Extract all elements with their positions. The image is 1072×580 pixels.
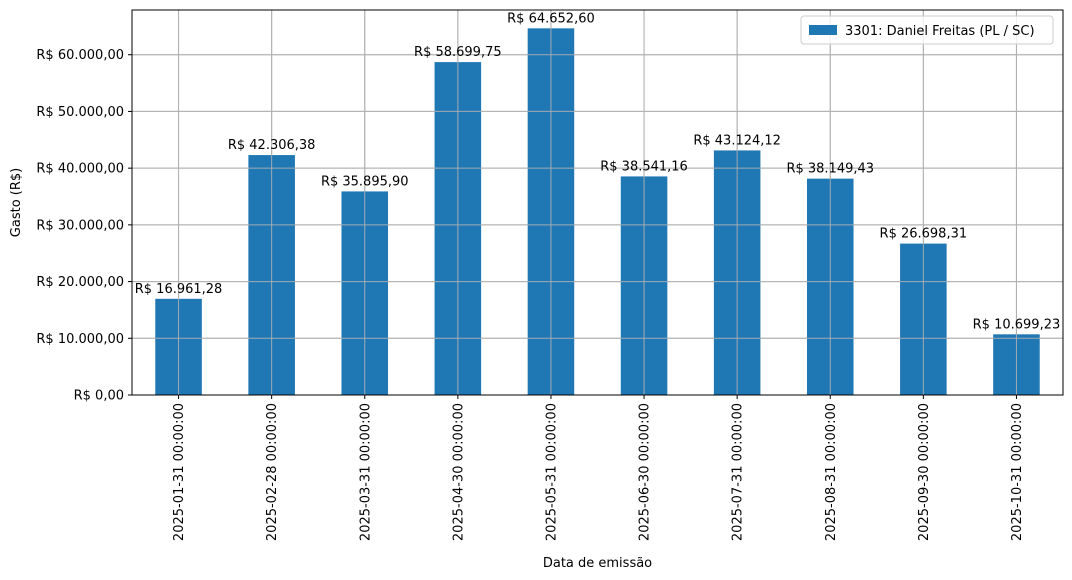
x-tick-label: 2025-07-31 00:00:00 <box>731 403 746 541</box>
x-tick-label: 2025-05-31 00:00:00 <box>544 403 559 541</box>
y-axis-label: Gasto (R$) <box>9 168 24 237</box>
x-tick-label: 2025-01-31 00:00:00 <box>172 403 187 541</box>
x-tick-label: 2025-04-30 00:00:00 <box>451 403 466 541</box>
x-tick-label: 2025-02-28 00:00:00 <box>265 403 280 541</box>
bar-value-label: R$ 35.895,90 <box>321 174 409 189</box>
legend-swatch <box>809 25 837 35</box>
x-tick-label: 2025-09-30 00:00:00 <box>917 403 932 541</box>
y-tick-label: R$ 60.000,00 <box>36 48 124 63</box>
bar-value-label: R$ 38.149,43 <box>786 162 874 177</box>
bar-value-label: R$ 16.961,28 <box>135 282 223 297</box>
bar-value-label: R$ 26.698,31 <box>880 227 968 242</box>
bar-value-label: R$ 58.699,75 <box>414 45 502 60</box>
bar-value-label: R$ 42.306,38 <box>228 138 316 153</box>
x-tick-label: 2025-03-31 00:00:00 <box>358 403 373 541</box>
legend: 3301: Daniel Freitas (PL / SC) <box>800 15 1054 45</box>
bar-value-label: R$ 64.652,60 <box>507 11 595 26</box>
y-tick-label: R$ 0,00 <box>74 389 124 404</box>
legend-box <box>800 15 1054 45</box>
y-tick-label: R$ 10.000,00 <box>36 332 124 347</box>
y-axis: R$ 0,00 R$ 10.000,00 R$ 20.000,00 R$ 30.000… <box>36 48 132 404</box>
plot-frame <box>131 9 1064 396</box>
x-tick-label: 2025-08-31 00:00:00 <box>824 403 839 541</box>
x-tick-label: 2025-06-30 00:00:00 <box>638 403 653 541</box>
bar-value-label: R$ 10.699,23 <box>973 317 1061 332</box>
x-tick-label: 2025-10-31 00:00:00 <box>1010 403 1025 541</box>
bar-value-label: R$ 43.124,12 <box>693 133 781 148</box>
bar-value-label: R$ 38.541,16 <box>600 159 688 174</box>
legend-entry: 3301: Daniel Freitas (PL / SC) <box>845 24 1035 39</box>
x-axis: 2025-01-31 00:00:00 2025-02-28 00:00:00 20… <box>172 395 1025 541</box>
y-tick-label: R$ 20.000,00 <box>36 275 124 290</box>
y-tick-label: R$ 30.000,00 <box>36 218 124 233</box>
x-axis-label: Data de emissão <box>543 556 652 571</box>
data-labels: R$ 16.961,28 R$ 42.306,38 R$ 35.895,90 R$ 5… <box>135 11 1061 332</box>
y-tick-label: R$ 40.000,00 <box>36 162 124 177</box>
y-tick-label: R$ 50.000,00 <box>36 105 124 120</box>
